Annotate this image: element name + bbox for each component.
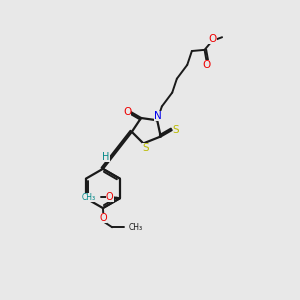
Text: S: S	[172, 125, 179, 135]
Text: H: H	[102, 152, 110, 162]
Text: S: S	[142, 143, 148, 154]
Text: O: O	[100, 213, 107, 223]
Text: CH₃: CH₃	[129, 223, 143, 232]
Text: O: O	[202, 60, 211, 70]
Text: CH₃: CH₃	[82, 193, 96, 202]
Text: N: N	[154, 111, 162, 121]
Text: O: O	[208, 34, 217, 44]
Text: O: O	[106, 192, 114, 202]
Text: O: O	[123, 107, 131, 117]
